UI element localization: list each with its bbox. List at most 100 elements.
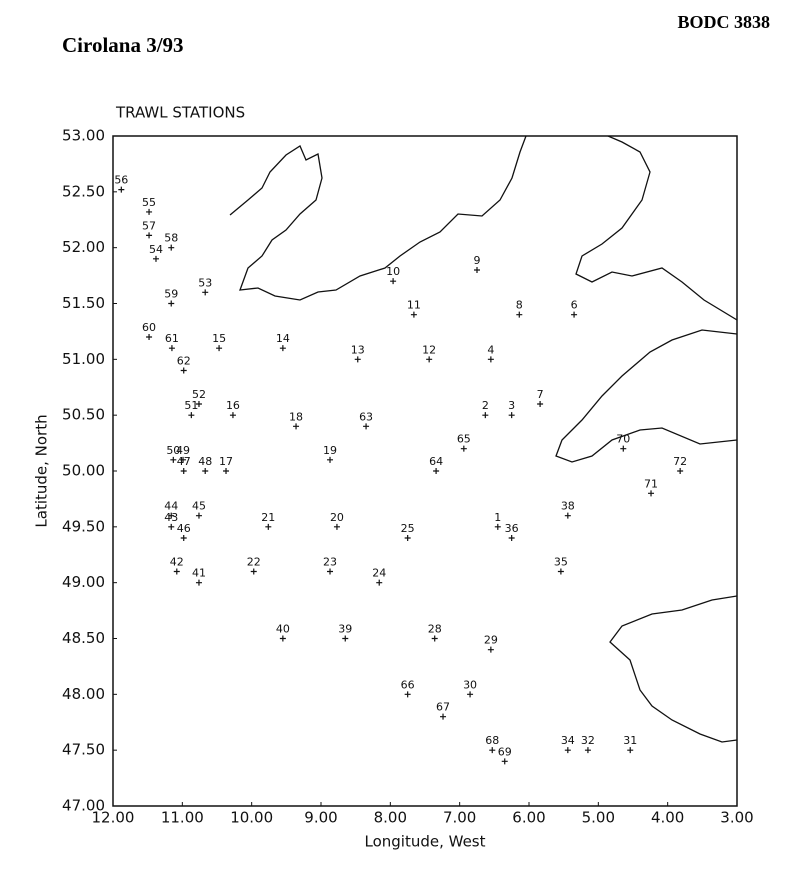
station-marker: [431, 635, 438, 642]
station-marker: [279, 345, 286, 352]
station-marker: [571, 311, 578, 318]
station-label: 64: [429, 455, 443, 468]
station-marker: [376, 579, 383, 586]
y-tick-label: 48.00: [62, 685, 105, 703]
station-label: 6: [571, 299, 578, 312]
station-marker: [146, 208, 153, 215]
station-label: 43: [164, 511, 178, 524]
station-marker: [180, 456, 187, 463]
station-marker: [467, 691, 474, 698]
x-tick-label: 5.00: [582, 809, 615, 827]
station-marker: [327, 456, 334, 463]
station-marker: [168, 345, 175, 352]
y-tick-label: 47.00: [62, 797, 105, 815]
station-label: 34: [561, 734, 575, 747]
y-tick-label: 49.50: [62, 517, 105, 535]
station-marker: [584, 747, 591, 754]
station-marker: [487, 356, 494, 363]
station-label: 22: [247, 556, 261, 569]
station-marker: [118, 186, 125, 193]
station-label: 70: [616, 433, 630, 446]
y-tick-label: 51.00: [62, 350, 105, 368]
station-marker: [404, 691, 411, 698]
station-marker: [390, 278, 397, 285]
station-label: 44: [164, 500, 178, 513]
station-label: 7: [537, 388, 544, 401]
station-label: 16: [226, 399, 240, 412]
station-marker: [494, 523, 501, 530]
station-label: 61: [165, 332, 179, 345]
station-marker: [648, 490, 655, 497]
station-label: 54: [149, 243, 163, 256]
station-marker: [195, 401, 202, 407]
station-marker: [474, 267, 480, 273]
station-label: 36: [505, 522, 519, 535]
x-tick-label: 11.00: [161, 809, 204, 827]
station-marker: [202, 468, 209, 474]
y-tick-label: 47.50: [62, 741, 105, 759]
station-marker: [293, 423, 300, 430]
station-label: 51: [184, 399, 198, 412]
station-marker: [180, 535, 187, 541]
station-label: 3: [508, 399, 515, 412]
station-label: 18: [289, 410, 303, 423]
station-marker: [250, 568, 257, 575]
station-marker: [168, 244, 175, 251]
station-label: 41: [192, 567, 206, 580]
station-marker: [223, 468, 230, 474]
station-label: 19: [323, 444, 337, 457]
station-marker: [168, 523, 175, 530]
station-marker: [229, 412, 236, 419]
station-label: 24: [372, 567, 386, 580]
station-marker: [146, 334, 153, 340]
station-label: 67: [436, 701, 450, 714]
station-marker: [557, 568, 564, 575]
station-label: 42: [170, 556, 184, 569]
y-tick-label: 48.50: [62, 629, 105, 647]
station-label: 47: [177, 455, 191, 468]
y-tick-label: 49.00: [62, 573, 105, 591]
coast-england: [555, 329, 737, 463]
x-tick-label: 12.00: [92, 809, 135, 827]
station-marker: [516, 311, 523, 318]
station-label: 57: [142, 219, 156, 232]
station-label: 68: [485, 734, 499, 747]
station-label: 14: [276, 332, 290, 345]
station-label: 48: [198, 455, 212, 468]
station-label: 60: [142, 321, 156, 334]
station-marker: [202, 289, 209, 296]
coastlines: [229, 136, 737, 743]
station-label: 38: [561, 500, 575, 513]
station-marker: [564, 747, 571, 754]
station-label: 10: [386, 265, 400, 278]
station-label: 59: [164, 288, 178, 301]
station-label: 56: [114, 174, 128, 187]
station-label: 62: [177, 355, 191, 368]
station-marker: [508, 412, 515, 419]
station-label: 29: [484, 634, 498, 647]
station-label: 2: [482, 399, 489, 412]
station-marker: [440, 713, 447, 720]
station-label: 71: [644, 477, 658, 490]
station-marker: [279, 635, 286, 642]
station-label: 45: [192, 500, 206, 513]
y-axis-label: Latitude, North: [33, 414, 51, 527]
coast-wales: [575, 136, 737, 321]
station-marker: [152, 255, 159, 262]
x-tick-label: 3.00: [720, 809, 753, 827]
station-label: 66: [401, 678, 415, 691]
station-label: 17: [219, 455, 233, 468]
station-label: 20: [330, 511, 344, 524]
y-tick-label: 53.00: [62, 127, 105, 145]
station-marker: [168, 300, 175, 307]
x-tick-label: 4.00: [651, 809, 684, 827]
station-label: 69: [498, 745, 512, 758]
station-marker: [216, 345, 223, 352]
station-marker: [173, 568, 180, 575]
station-label: 11: [407, 299, 421, 312]
station-marker: [168, 512, 175, 519]
x-axis-label: Longitude, West: [364, 833, 485, 851]
x-tick-label: 6.00: [512, 809, 545, 827]
station-marker: [501, 758, 508, 765]
station-label: 50: [166, 444, 180, 457]
